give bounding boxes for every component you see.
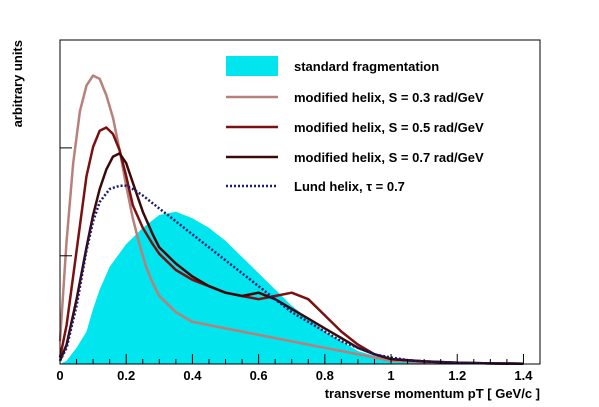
x-tick-label: 1.4 (514, 368, 533, 383)
series-area-0 (60, 211, 524, 364)
x-tick-label: 0.2 (117, 368, 135, 383)
y-axis-label: arbitrary units (10, 40, 25, 127)
plot-frame (59, 39, 541, 365)
axis-layer: 0 0.2 0.4 0.6 0.8 1 1.2 1.4 (56, 147, 541, 383)
x-tick-label: 1 (387, 368, 394, 383)
legend-label: standard fragmentation (294, 59, 439, 74)
x-tick-label: 0.4 (183, 368, 202, 383)
legend: standard fragmentation modified helix, S … (226, 56, 484, 194)
x-tick-label: 1.2 (448, 368, 466, 383)
x-tick-label: 0.8 (316, 368, 334, 383)
x-tick-label: 0 (56, 368, 63, 383)
x-axis-label: transverse momentum pT [ GeV/c ] (325, 386, 540, 401)
legend-label: Lund helix, τ = 0.7 (294, 179, 405, 194)
legend-label: modified helix, S = 0.5 rad/GeV (294, 120, 484, 135)
legend-label: modified helix, S = 0.7 rad/GeV (294, 150, 484, 165)
legend-swatch (226, 56, 278, 76)
legend-label: modified helix, S = 0.3 rad/GeV (294, 90, 484, 105)
series-layer (58, 74, 524, 365)
series-line-1 (58, 74, 524, 365)
x-tick-label: 0.6 (250, 368, 268, 383)
